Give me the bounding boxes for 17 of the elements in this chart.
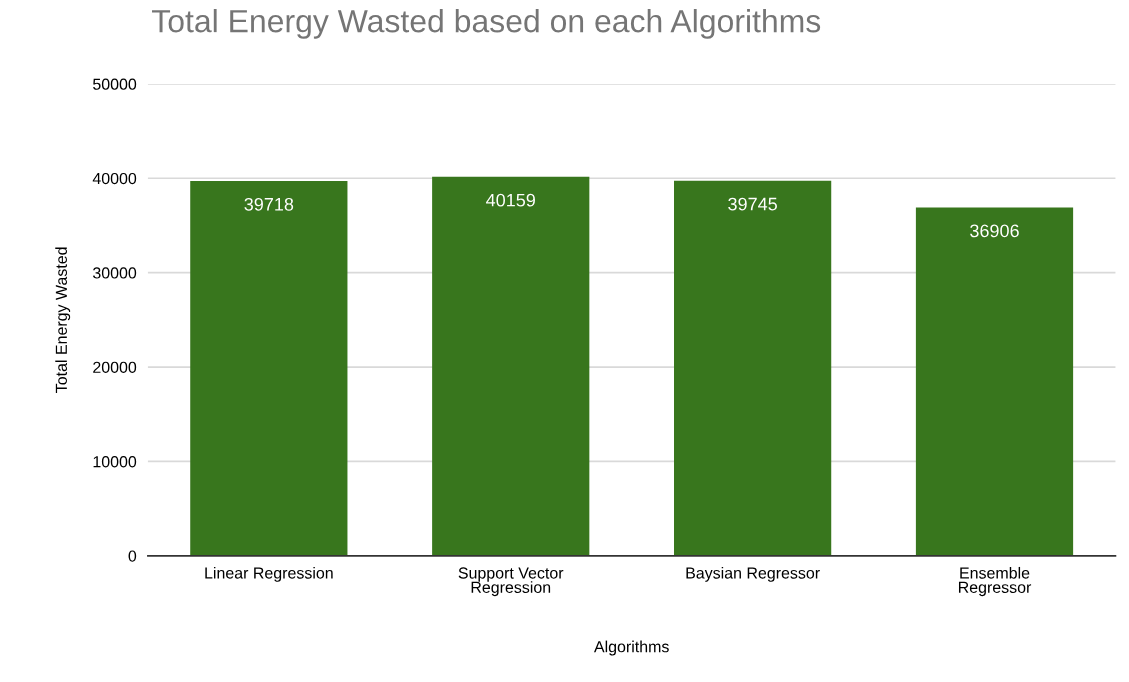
y-tick-label: 40000 — [92, 172, 137, 185]
data-label: 40159 — [486, 193, 535, 207]
x-tick-label: Ensemble Regressor — [958, 566, 1032, 597]
x-tick-label: Support Vector Regression — [458, 567, 564, 597]
x-tick-label: Baysian Regressor — [686, 566, 820, 582]
y-tick-label: 10000 — [93, 456, 137, 468]
data-label: 39745 — [728, 197, 777, 211]
data-label: 36906 — [970, 224, 1019, 238]
y-tick-label: 50000 — [93, 78, 137, 90]
chart-title: Total Energy Wasted based on each Algorithms — [152, 8, 821, 39]
y-tick-label: 0 — [128, 550, 137, 562]
y-axis-title: Total Energy Wasted — [55, 247, 71, 393]
x-tick-label: Linear Regression — [205, 566, 333, 582]
x-axis-title: Algorithms — [593, 640, 669, 656]
data-label: 39718 — [244, 197, 294, 211]
y-tick-label: 30000 — [92, 267, 137, 279]
y-tick-label: 20000 — [93, 361, 137, 373]
